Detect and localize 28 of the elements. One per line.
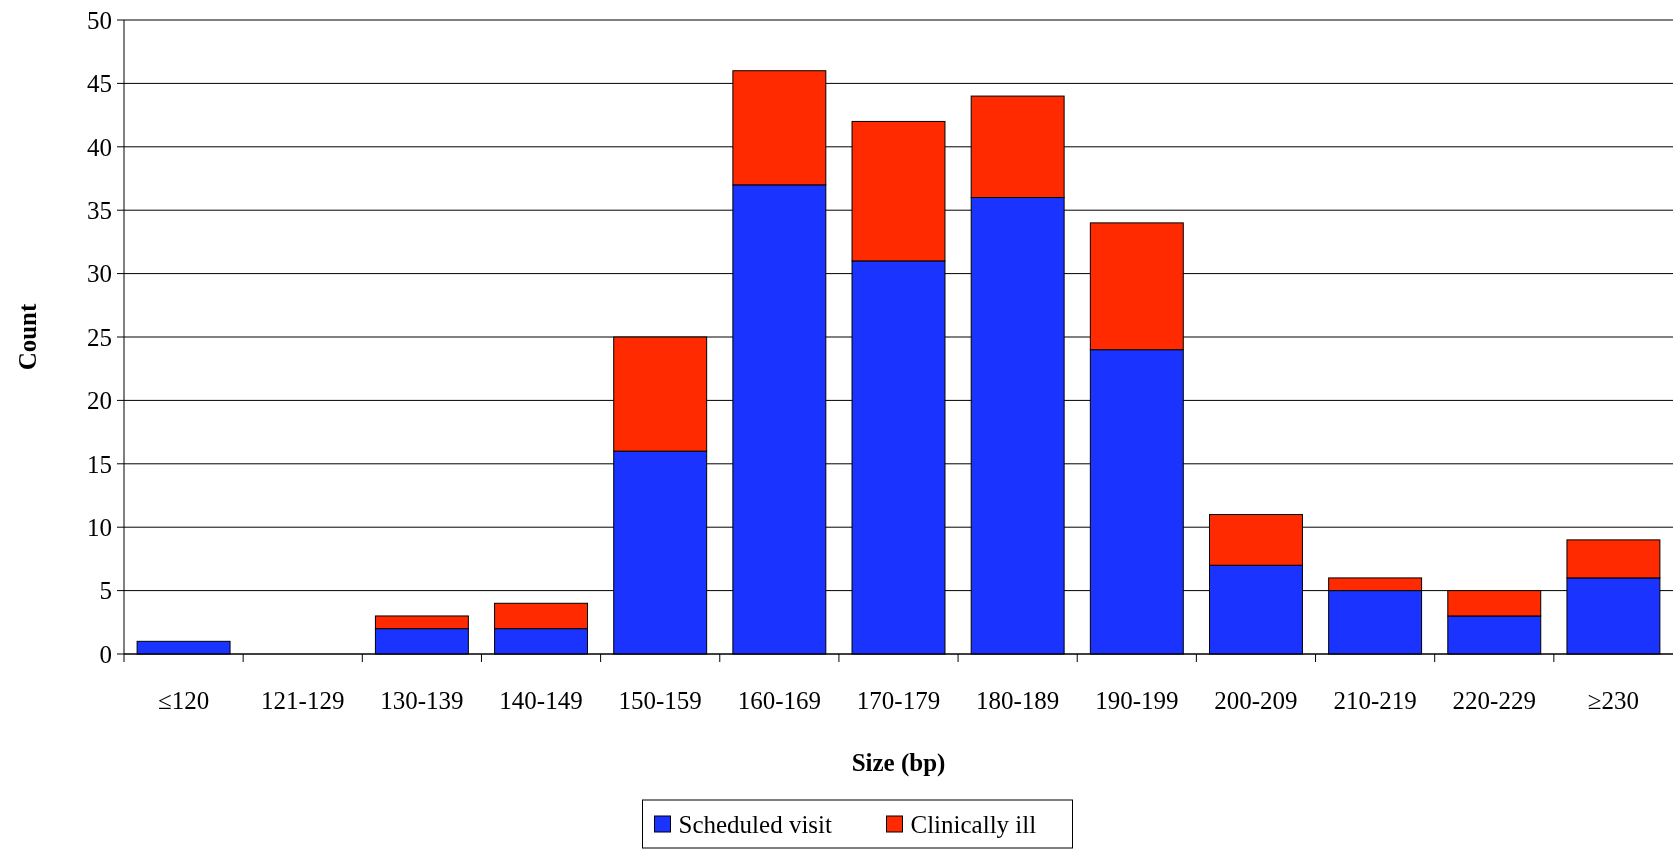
- y-tick-label: 0: [99, 640, 112, 668]
- y-tick-label: 50: [87, 6, 112, 34]
- y-tick-label: 45: [87, 70, 112, 98]
- legend-label: Clinically ill: [910, 810, 1037, 838]
- y-tick-label: 10: [87, 513, 112, 541]
- x-axis-title: Size (bp): [851, 749, 946, 777]
- x-tick-label: 150-159: [618, 687, 702, 714]
- x-tick-label: ≤120: [157, 687, 210, 714]
- x-tick-label: 140-149: [499, 687, 583, 714]
- y-axis-title: Count: [14, 302, 41, 371]
- y-tick-label: 40: [87, 133, 112, 161]
- x-tick-label: 220-229: [1452, 687, 1536, 714]
- x-tick-label: 130-139: [380, 687, 464, 714]
- y-tick-label: 35: [87, 196, 112, 224]
- y-tick-label: 5: [99, 577, 112, 605]
- y-tick-label: 25: [87, 323, 112, 351]
- legend-label: Scheduled visit: [678, 810, 833, 838]
- x-tick-label: 190-199: [1095, 687, 1179, 714]
- y-tick-label: 15: [87, 450, 112, 478]
- x-tick-label: 121-129: [261, 687, 345, 714]
- x-tick-label: ≥230: [1587, 687, 1640, 714]
- x-tick-label: 200-209: [1214, 687, 1298, 714]
- x-tick-label: 180-189: [975, 687, 1060, 714]
- y-tick-label: 30: [87, 260, 112, 288]
- x-tick-label: 170-179: [856, 687, 941, 714]
- x-tick-label: 160-169: [737, 687, 822, 714]
- x-tick-label: 210-219: [1333, 687, 1417, 714]
- y-tick-label: 20: [87, 387, 112, 415]
